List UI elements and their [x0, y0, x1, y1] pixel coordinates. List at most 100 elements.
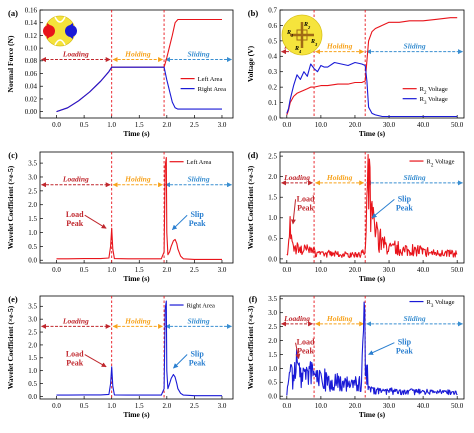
y-tick-label: 0.00 [25, 108, 38, 116]
y-tick-label: 1.5 [268, 351, 277, 359]
y-tick-label: 2.0 [268, 173, 277, 181]
panel-d: 0.0 10.0 20.0 30.0 40.0 50.0 0.0 0.5 1.0 1.5 2.0 2.… [246, 150, 465, 283]
panel-label: (c) [8, 150, 18, 160]
x-tick-label: 0.5 [80, 266, 89, 274]
x-tick-label: 10.0 [315, 121, 328, 129]
series-line [286, 154, 458, 259]
x-axis-label: Time (s) [123, 274, 150, 283]
inset-resistor-subscript: 2 [307, 25, 311, 30]
right-area-dot [65, 25, 77, 37]
annotation-text: Peak [297, 203, 314, 212]
inset-resistor-label: R1 [286, 30, 293, 38]
x-tick-label: 40.0 [417, 402, 430, 410]
annotation-arrow [84, 354, 107, 368]
y-tick-label: 1.5 [268, 194, 277, 202]
y-tick-label: 1.0 [28, 229, 37, 237]
annotation-text: Peak [189, 359, 206, 368]
x-axis-label: Time (s) [359, 410, 386, 419]
panel-label: (f) [249, 294, 258, 304]
y-tick-label: 3.0 [268, 309, 277, 317]
panel-label: (e) [8, 294, 18, 304]
legend-suffix: Voltage [427, 96, 448, 103]
y-tick-label: 0.3 [268, 68, 277, 76]
annotation-arrow [295, 342, 301, 360]
y-tick-label: 3.0 [28, 173, 37, 181]
y-tick-label: 3.0 [28, 316, 37, 324]
x-tick-label: 1.0 [107, 121, 116, 129]
y-tick-label: 2.5 [268, 323, 277, 331]
y-tick-label: 2.5 [28, 187, 37, 195]
x-tick-label: 1.5 [135, 266, 144, 274]
phase-label: Sliding [187, 175, 209, 184]
x-tick-label: 3.0 [218, 266, 227, 274]
y-tick-label: 0.5 [28, 380, 37, 388]
y-tick-label: 0.4 [268, 53, 277, 61]
panel-label: (a) [8, 8, 18, 18]
y-tick-label: 1.5 [28, 354, 37, 362]
x-tick-label: 30.0 [383, 402, 396, 410]
x-tick-label: 40.0 [417, 266, 430, 274]
y-axis-label: Normal Force (N) [6, 35, 15, 92]
x-tick-label: 0.0 [282, 266, 291, 274]
phase-label: Sliding [404, 314, 426, 323]
annotation-text: Slip [190, 350, 204, 359]
x-tick-label: 30.0 [383, 266, 396, 274]
annotation-arrow [171, 214, 188, 231]
y-tick-label: 3.5 [268, 295, 277, 303]
plot-frame [39, 295, 234, 400]
x-tick-label: 50.0 [451, 266, 464, 274]
y-tick-label: 0.06 [25, 70, 38, 78]
phase-label: Loading [62, 50, 89, 59]
y-tick-label: 3.5 [28, 160, 37, 168]
y-tick-label: 0.6 [268, 22, 277, 30]
annotation-arrow [371, 198, 395, 219]
series-line [286, 61, 458, 118]
x-tick-label: 2.5 [190, 121, 199, 129]
series-line [56, 300, 222, 397]
phase-label: Holding [326, 314, 353, 323]
y-tick-label: 0.0 [268, 114, 277, 122]
y-tick-label: 0.04 [25, 83, 38, 91]
y-tick-label: 0.5 [268, 37, 277, 45]
x-tick-label: 1.5 [135, 121, 144, 129]
phase-label: Sliding [187, 316, 209, 325]
y-tick-label: 2.5 [28, 328, 37, 336]
y-tick-label: 1.5 [28, 215, 37, 223]
y-tick-label: 2.0 [28, 341, 37, 349]
legend-subscript: 3 [424, 100, 427, 105]
phase-label: Loading [283, 173, 310, 182]
y-tick-label: 2.0 [268, 337, 277, 345]
x-tick-label: 0.5 [80, 121, 89, 129]
x-tick-label: 0.5 [80, 402, 89, 410]
y-tick-label: 0.02 [25, 95, 38, 103]
inset-resistor-subscript: 4 [298, 49, 302, 54]
y-tick-label: 0.0 [28, 393, 37, 401]
panel-e: 0.0 0.5 1.0 1.5 2.0 2.5 3.0 0.0 0.5 1.0 1.5 2.0 2.5 3… [6, 294, 234, 419]
x-tick-label: 40.0 [417, 121, 430, 129]
y-axis-label: Wavelet Coefficient (×e-3) [246, 305, 255, 389]
y-tick-label: 0.7 [268, 6, 277, 14]
inset-resistor-label: R4 [294, 46, 302, 54]
x-tick-label: 0.0 [52, 121, 61, 129]
y-axis-label: Voltage (V) [246, 45, 255, 82]
legend-label: R3 Voltage [420, 96, 448, 106]
phase-label: Holding [124, 316, 151, 325]
legend-subscript: 2 [431, 163, 434, 168]
y-tick-label: 0.08 [25, 57, 38, 65]
inset-curve [54, 39, 66, 46]
phase-label: Sliding [404, 42, 426, 51]
x-axis-label: Time (s) [123, 129, 150, 138]
annotation-text: Load [66, 350, 84, 359]
y-tick-label: 0.5 [28, 243, 37, 251]
panel-label: (d) [248, 150, 259, 160]
legend-suffix: Voltage [433, 158, 454, 165]
panel-c: 0.0 0.5 1.0 1.5 2.0 2.5 3.0 0.0 0.5 1.0 1.5 2.0 2.5 3… [6, 150, 234, 283]
x-tick-label: 50.0 [451, 121, 464, 129]
x-tick-label: 0.0 [282, 121, 291, 129]
legend-suffix: Voltage [433, 299, 454, 306]
x-tick-label: 30.0 [383, 121, 396, 129]
y-axis-label: Wavelet Coefficient (×e-5) [6, 305, 15, 389]
series-line [286, 17, 458, 116]
legend-label: Right Area [187, 302, 215, 309]
